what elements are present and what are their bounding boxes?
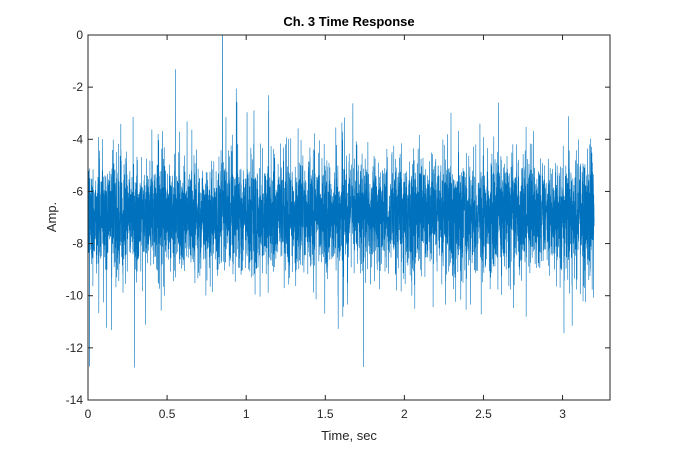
x-tick-label: 2.5 bbox=[475, 407, 492, 421]
x-tick-label: 0.5 bbox=[159, 407, 176, 421]
x-tick-label: 1.5 bbox=[317, 407, 334, 421]
x-axis-label: Time, sec bbox=[321, 428, 377, 443]
x-tick-label: 2 bbox=[401, 407, 408, 421]
y-tick-label: -4 bbox=[72, 132, 83, 146]
y-axis-label: Amp. bbox=[44, 202, 59, 232]
axes-box bbox=[87, 34, 611, 401]
x-tick-label: 0 bbox=[85, 407, 92, 421]
y-axis-ticks: 0 -2 -4 -6 -8 -10 -12 -14 bbox=[66, 28, 610, 407]
x-tick-label: 3 bbox=[559, 407, 566, 421]
y-tick-label: -2 bbox=[72, 80, 83, 94]
y-tick-label: -10 bbox=[66, 289, 84, 303]
x-tick-label: 1 bbox=[243, 407, 250, 421]
y-tick-label: -6 bbox=[72, 184, 83, 198]
signal-series bbox=[87, 34, 595, 368]
chart-title: Ch. 3 Time Response bbox=[283, 14, 414, 29]
signal-line bbox=[87, 34, 595, 368]
y-tick-label: -14 bbox=[66, 393, 84, 407]
x-axis-ticks: 0 0.5 1 1.5 2 2.5 3 bbox=[85, 35, 566, 421]
y-tick-label: -12 bbox=[66, 341, 84, 355]
y-tick-label: -8 bbox=[72, 237, 83, 251]
y-tick-label: 0 bbox=[76, 28, 83, 42]
